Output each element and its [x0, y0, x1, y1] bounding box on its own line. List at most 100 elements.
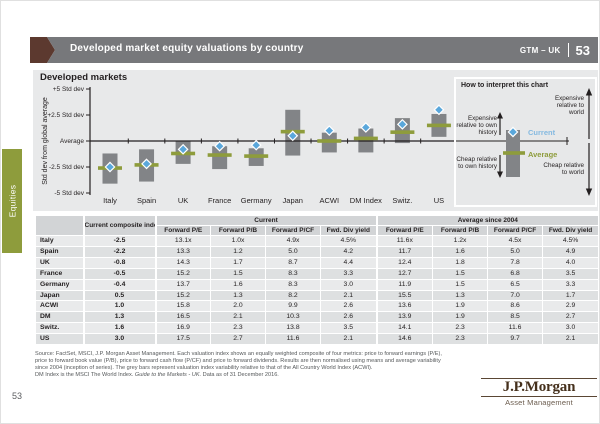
table-cell: 2.1: [319, 333, 378, 346]
row-country: France: [35, 267, 84, 280]
group-header-current: Current: [154, 215, 378, 226]
table-cell: 14.1: [375, 322, 434, 335]
source-line: since 2004 (inception of series). The gr…: [35, 365, 373, 371]
table-cell: 13.7: [154, 278, 211, 291]
y-tick-label: Average: [60, 138, 84, 145]
table-cell: 2.7: [210, 333, 266, 346]
current-diamond: [141, 158, 152, 170]
table-cell: 4.2: [319, 245, 378, 258]
table-cell: 11.6: [487, 322, 544, 335]
group-header-average: Average since 2004: [375, 215, 600, 226]
table-cell: 13.3: [154, 245, 211, 258]
table-cell: 1.7: [542, 289, 600, 302]
average-dash: [207, 153, 232, 157]
legend-average: Average: [528, 150, 558, 159]
table-cell: 4.0: [542, 256, 600, 269]
table-cell: 1.3: [210, 289, 266, 302]
table-cell: 13.9: [375, 311, 434, 324]
label-expensive-world: Expensive relative to world: [554, 95, 584, 117]
logo-rule-top: [481, 378, 597, 379]
example-average-dash: [503, 151, 525, 155]
table-cell: 3.3: [319, 267, 378, 280]
row-composite-index: 1.3: [82, 311, 156, 324]
x-axis-label: Italy: [103, 196, 117, 205]
column-header: Forward P/CF: [265, 225, 321, 236]
table-row: DM 1.3 16.5 2.1 10.3 2.6 13.9 1.9 8.5 2.7: [35, 311, 600, 324]
table-cell: 17.5: [154, 333, 211, 346]
row-composite-index: 1.0: [82, 300, 156, 313]
average-dash: [317, 139, 342, 143]
logo-wordmark: J.P.Morgan: [502, 379, 576, 395]
table-cell: 3.3: [542, 278, 600, 291]
label-cheap-world: Cheap relative to world: [543, 162, 584, 177]
table-row: US 3.0 17.5 2.7 11.6 2.1 14.6 2.3 9.7 2.1: [35, 333, 600, 346]
table-cell: 6.8: [487, 267, 544, 280]
x-axis-label: Switz.: [392, 196, 412, 205]
table-cell: 15.8: [154, 300, 211, 313]
range-bar: [212, 146, 228, 170]
row-country: Germany: [35, 278, 84, 291]
table-cell: 2.7: [542, 311, 600, 324]
table-cell: 2.6: [319, 311, 378, 324]
table-cell: 16.5: [154, 311, 211, 324]
table-cell: 2.1: [542, 333, 600, 346]
table-cell: 3.0: [319, 278, 378, 291]
x-axis-label: Japan: [283, 196, 303, 205]
table-cell: 2.1: [210, 311, 266, 324]
table-cell: 6.5: [487, 278, 544, 291]
average-dash: [353, 136, 378, 141]
y-axis-title: Std dev from global average: [42, 97, 49, 185]
row-composite-index: -0.5: [82, 267, 156, 280]
table-cell: 7.0: [487, 289, 544, 302]
y-tick-label: -5 Std dev: [54, 190, 84, 197]
column-header-composite: Current composite index: [82, 215, 156, 236]
table-cell: 14.3: [154, 256, 211, 269]
table-cell: 7.8: [487, 256, 544, 269]
table-cell: 11.6: [265, 333, 321, 346]
row-composite-index: 3.0: [82, 333, 156, 346]
row-country: UK: [35, 256, 84, 269]
table-cell: 1.3: [432, 289, 489, 302]
row-country: ACWI: [35, 300, 84, 313]
current-diamond: [214, 140, 226, 152]
table-cell: 1.0x: [210, 235, 266, 247]
table-cell: 2.0: [210, 300, 266, 313]
source-line: DM Index is the MSCI The World Index. Gu…: [35, 372, 279, 378]
table-cell: 4.9: [542, 245, 600, 258]
table-row: Germany -0.4 13.7 1.6 8.3 3.0 11.9 1.5 6.5 3.3: [35, 278, 600, 291]
table-cell: 15.2: [154, 267, 211, 280]
average-dash: [390, 130, 415, 134]
gtm-label: GTM – UK: [519, 45, 561, 55]
table-cell: 1.5: [432, 278, 489, 291]
table-cell: 8.2: [265, 289, 321, 302]
table-cell: 1.2x: [432, 235, 489, 247]
x-axis-label: DM Index: [350, 196, 382, 205]
row-country: Switz.: [35, 322, 84, 335]
average-dash: [244, 154, 269, 158]
section-tab-equities: Equities: [2, 149, 22, 253]
table-cell: 2.3: [210, 322, 266, 335]
header-right: GTM – UK 53: [520, 37, 590, 63]
table-row: Italy -2.5 13.1x 1.0x 4.9x 4.5% 11.6x 1.2x 4.5x 4…: [35, 235, 600, 247]
row-country: Spain: [35, 245, 84, 258]
x-axis-label: US: [434, 196, 444, 205]
row-country: Italy: [35, 235, 84, 247]
column-header: Forward P/B: [432, 225, 489, 236]
table-cell: 1.6: [432, 245, 489, 258]
average-dash: [426, 123, 451, 128]
table-cell: 12.4: [375, 256, 434, 269]
page-number: 53: [12, 391, 23, 401]
table-cell: 4.9x: [265, 235, 321, 247]
table-cell: 8.3: [265, 267, 321, 280]
interpret-diagram: [456, 88, 593, 196]
table-cell: 1.9: [432, 311, 489, 324]
table-cell: 8.3: [265, 278, 321, 291]
row-country: Japan: [35, 289, 84, 302]
table-row: ACWI 1.0 15.8 2.0 9.9 2.6 13.6 1.9 8.6 2.9: [35, 300, 600, 313]
table-row: Spain -2.2 13.3 1.2 5.0 4.2 11.7 1.6 5.0 4.9: [35, 245, 600, 258]
x-axis-label: Spain: [137, 196, 156, 205]
row-country: US: [35, 333, 84, 346]
table-cell: 9.7: [487, 333, 544, 346]
table-cell: 8.5: [487, 311, 544, 324]
x-axis-label: ACWI: [320, 196, 340, 205]
